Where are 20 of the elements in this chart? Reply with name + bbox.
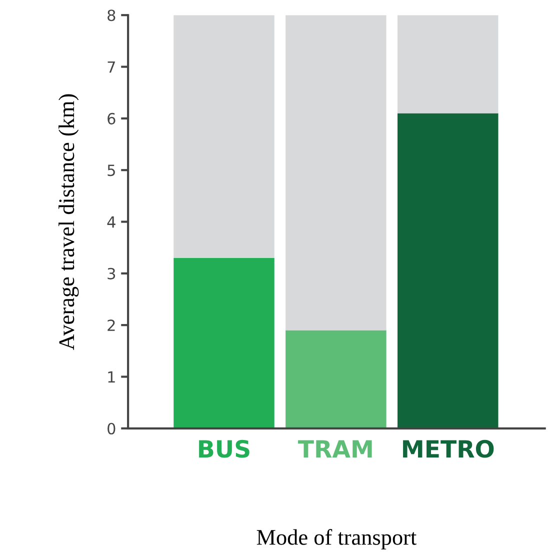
- bar: [398, 113, 498, 428]
- bar: [286, 15, 386, 330]
- y-tick-label: 5: [108, 164, 115, 176]
- y-tick-label: 8: [108, 10, 116, 22]
- y-tick-label: 3: [108, 268, 116, 280]
- y-tick-label: 1: [108, 371, 115, 383]
- bar: [174, 15, 274, 258]
- x-tick-label: TRAM: [298, 440, 372, 458]
- x-tick-label: BUS: [199, 440, 250, 458]
- y-tick-label: 7: [108, 61, 115, 73]
- x-axis-title: Mode of transport: [256, 529, 417, 550]
- y-tick-label: 2: [108, 320, 115, 331]
- y-tick-label: 6: [108, 112, 116, 124]
- bar: [174, 258, 274, 428]
- y-tick-label: 0: [108, 422, 116, 434]
- x-tick-label: METRO: [403, 440, 494, 458]
- bar: [398, 15, 498, 114]
- bar: [286, 330, 386, 428]
- y-tick-label: 4: [107, 216, 116, 228]
- y-axis-title: Average travel distance (km): [58, 94, 79, 350]
